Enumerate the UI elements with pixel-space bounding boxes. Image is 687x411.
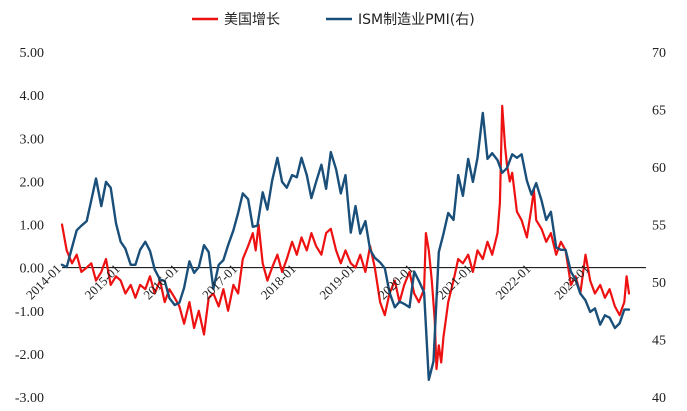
y-right-tick-label: 60 xyxy=(652,161,666,176)
y-left-tick-label: -1.00 xyxy=(15,305,44,320)
y-right-tick-label: 40 xyxy=(652,391,666,406)
y-left-tick-label: 2.00 xyxy=(20,175,45,190)
y-left-tick-label: -2.00 xyxy=(15,348,44,363)
legend: 美国增长 ISM制造业PMI(右) xyxy=(192,12,475,28)
y-right-tick-label: 50 xyxy=(652,276,666,291)
y-left-tick-label: -3.00 xyxy=(15,391,44,406)
series-line-ism-pmi xyxy=(60,111,631,381)
y-right-tick-label: 55 xyxy=(652,219,666,234)
plot-area xyxy=(60,104,631,381)
legend-label-us-growth: 美国增长 xyxy=(224,12,280,28)
y-left-tick-label: 1.00 xyxy=(20,219,45,234)
y-right-tick-label: 70 xyxy=(652,46,666,61)
y-left-tick-label: 4.00 xyxy=(20,89,45,104)
y-left-tick-label: 5.00 xyxy=(20,46,45,61)
legend-label-ism-pmi: ISM制造业PMI(右) xyxy=(358,12,475,28)
y-left-tick-label: 0.00 xyxy=(20,262,45,277)
y-right-tick-label: 45 xyxy=(652,334,666,349)
axes: 5.00 4.00 3.00 2.00 1.00 0.00 -1.00 -2.00 -3.00 7… xyxy=(15,46,666,406)
series-line-us-growth xyxy=(60,104,631,371)
y-left-tick-label: 3.00 xyxy=(20,132,45,147)
y-right-tick-label: 65 xyxy=(652,104,666,119)
